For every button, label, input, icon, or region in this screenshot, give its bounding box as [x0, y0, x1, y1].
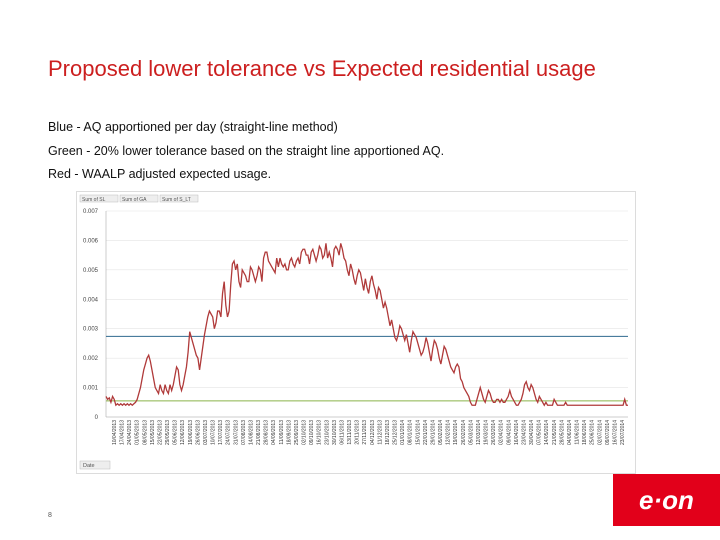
x-tick-label-56: 07/05/2014 [537, 420, 543, 445]
legend-red-text: Red - WAALP adjusted expected usage. [48, 167, 272, 181]
legend-green-text: Green - 20% lower tolerance based on the… [48, 144, 445, 158]
x-tick-label-22: 11/09/2013 [279, 420, 285, 445]
x-tick-label-64: 02/07/2014 [597, 420, 603, 445]
x-tick-label-40: 15/01/2014 [415, 420, 421, 445]
date-filter-label: Date [83, 463, 95, 469]
chart-frame: Sum of SL Sum of GA Sum of S_LT 0 0.001 0.002… [76, 191, 636, 474]
x-tick-label-3: 01/05/2013 [135, 420, 141, 445]
x-tick-label-41: 22/01/2014 [423, 420, 429, 445]
x-tick-label-59: 28/05/2014 [559, 420, 565, 445]
x-tick-label-30: 06/11/2013 [339, 420, 345, 445]
x-tick-label-17: 07/08/2013 [241, 420, 247, 445]
x-tick-label-9: 12/06/2013 [180, 420, 186, 445]
x-tick-label-48: 12/03/2014 [476, 420, 482, 445]
x-tick-label-26: 09/10/2013 [309, 420, 315, 445]
x-tick-label-37: 25/12/2013 [393, 420, 399, 445]
x-tick-label-14: 17/07/2013 [218, 420, 224, 445]
x-tick-label-0: 10/04/2013 [112, 420, 118, 445]
x-tick-label-66: 16/07/2014 [612, 420, 618, 445]
x-tick-label-67: 23/07/2014 [620, 420, 626, 445]
x-tick-label-52: 09/04/2014 [506, 420, 512, 445]
x-tick-label-4: 08/05/2013 [142, 420, 148, 445]
x-tick-label-31: 13/11/2013 [347, 420, 353, 445]
x-tick-label-45: 19/02/2014 [453, 420, 459, 445]
x-tick-label-20: 28/08/2013 [264, 420, 270, 445]
x-tick-label-34: 04/12/2013 [370, 420, 376, 445]
y-tick-label-6: 0.006 [83, 238, 99, 244]
x-tick-label-51: 02/04/2014 [499, 420, 505, 445]
x-tick-label-57: 14/05/2014 [544, 420, 550, 445]
x-tick-label-13: 10/07/2013 [211, 420, 217, 445]
x-tick-label-8: 05/06/2013 [173, 420, 179, 445]
pivot-button-label-2: Sum of S_LT [162, 197, 191, 203]
x-tick-label-58: 21/05/2014 [552, 420, 558, 445]
x-tick-label-62: 18/06/2014 [582, 420, 588, 445]
x-tick-label-32: 20/11/2013 [355, 420, 361, 445]
x-tick-label-2: 24/04/2013 [127, 420, 133, 445]
slide-title: Proposed lower tolerance vs Expected res… [48, 56, 596, 81]
x-tick-label-15: 24/07/2013 [226, 420, 232, 445]
x-tick-label-28: 23/10/2013 [324, 420, 330, 445]
x-tick-label-47: 05/03/2014 [468, 420, 474, 445]
x-tick-label-27: 16/10/2013 [317, 420, 323, 445]
legend-blue-text: Blue - AQ apportioned per day (straight-… [48, 120, 338, 134]
x-tick-label-53: 16/04/2014 [514, 420, 520, 445]
x-tick-label-50: 26/03/2014 [491, 420, 497, 445]
page-number: 8 [48, 512, 52, 519]
x-tick-label-54: 23/04/2014 [521, 420, 527, 445]
x-tick-label-38: 01/01/2014 [400, 420, 406, 445]
y-tick-label-0: 0 [95, 415, 99, 421]
pivot-button-1 [119, 194, 159, 203]
x-tick-label-10: 19/06/2013 [188, 420, 194, 445]
x-tick-label-36: 18/12/2013 [385, 420, 391, 445]
x-tick-label-12: 03/07/2013 [203, 420, 209, 445]
y-tick-label-1: 0.001 [83, 386, 99, 392]
x-tick-label-55: 30/04/2014 [529, 420, 535, 445]
x-tick-label-44: 12/02/2014 [446, 420, 452, 445]
x-tick-label-24: 25/09/2013 [294, 420, 300, 445]
x-tick-label-1: 17/04/2013 [120, 420, 126, 445]
usage-line-chart: Sum of SL Sum of GA Sum of S_LT 0 0.001 0.002… [79, 194, 628, 470]
x-tick-label-49: 19/03/2014 [484, 420, 490, 445]
pivot-button-label-1: Sum of GA [122, 197, 147, 203]
x-tick-label-60: 04/06/2014 [567, 420, 573, 445]
y-tick-label-5: 0.005 [83, 268, 99, 274]
date-filter-button [79, 460, 111, 470]
logo-text: e·on [639, 484, 694, 515]
eon-logo: e·on [613, 474, 720, 526]
x-tick-label-11: 26/06/2013 [195, 420, 201, 445]
x-tick-label-18: 14/08/2013 [248, 420, 254, 445]
x-tick-label-43: 05/02/2014 [438, 420, 444, 445]
x-tick-label-42: 29/01/2014 [430, 420, 436, 445]
pivot-button-0 [79, 194, 119, 203]
x-tick-label-35: 11/12/2013 [377, 420, 383, 445]
x-tick-label-46: 26/02/2014 [461, 420, 467, 445]
y-tick-label-3: 0.003 [83, 327, 99, 333]
y-tick-label-2: 0.002 [83, 356, 99, 362]
x-tick-label-25: 02/10/2013 [302, 420, 308, 445]
x-tick-label-29: 30/10/2013 [332, 420, 338, 445]
pivot-button-label-0: Sum of SL [82, 197, 106, 203]
pivot-button-2 [159, 194, 199, 203]
y-tick-label-4: 0.004 [83, 297, 99, 303]
series-line-2 [105, 243, 628, 407]
x-tick-label-6: 22/05/2013 [157, 420, 163, 445]
x-tick-label-16: 31/07/2013 [233, 420, 239, 445]
x-tick-label-39: 08/01/2014 [408, 420, 414, 445]
x-tick-label-61: 11/06/2014 [575, 420, 581, 445]
x-tick-label-23: 18/09/2013 [286, 420, 292, 445]
x-tick-label-21: 04/09/2013 [271, 420, 277, 445]
x-tick-label-7: 29/05/2013 [165, 420, 171, 445]
x-tick-label-5: 15/05/2013 [150, 420, 156, 445]
y-tick-label-7: 0.007 [83, 209, 99, 215]
x-tick-label-19: 21/08/2013 [256, 420, 262, 445]
x-tick-label-33: 27/11/2013 [362, 420, 368, 445]
x-tick-label-65: 09/07/2014 [605, 420, 611, 445]
x-tick-label-63: 25/06/2014 [590, 420, 596, 445]
